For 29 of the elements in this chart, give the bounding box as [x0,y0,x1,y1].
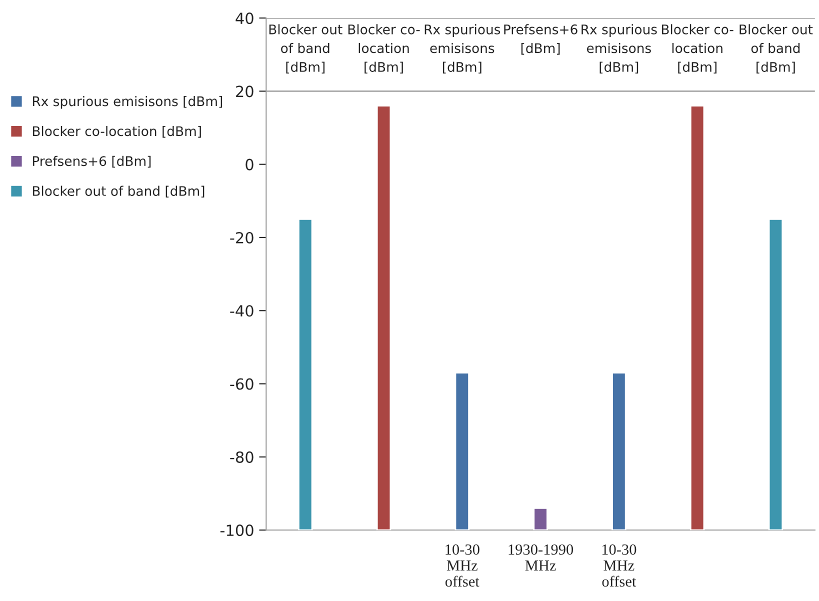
bar [376,105,392,530]
legend-label: Blocker co-location [dBm] [32,126,201,138]
bar [454,372,470,530]
annotation: Blocker co- location [dBm] [348,24,420,74]
y-tick-label: 20 [236,86,254,98]
y-tick-label: -40 [230,305,254,317]
bar [612,372,626,530]
annotation: Rx spurious emisisons [dBm] [424,24,500,74]
x-tick-label: 10-30 MHz offset [445,544,480,587]
x-tick-label: 1930-1990 MHz [508,544,574,571]
y-tick-label: -60 [230,378,254,390]
annotation: Prefsens+6 [dBm] [504,24,578,55]
bar [690,105,705,530]
legend-label: Prefsens+6 [dBm] [32,156,151,168]
bar [533,507,548,530]
annotation: Rx spurious emisisons [dBm] [582,24,657,74]
y-tick-label: -20 [230,232,254,244]
annotation: Blocker co- location [dBm] [662,24,734,74]
y-tick-label: 0 [246,158,254,170]
legend-label: Blocker out of band [dBm] [32,186,204,198]
bar [768,218,784,530]
annotation: Blocker out of band [dBm] [740,24,813,74]
x-tick-label: 10-30 MHz offset [602,544,636,587]
y-tick-label: -100 [220,524,254,536]
y-tick-label: -80 [230,451,254,463]
bar [298,218,313,530]
y-tick-label: 40 [236,12,254,24]
annotation: Blocker out of band [dBm] [269,24,342,74]
legend-label: Rx spurious emisisons [dBm] [32,96,222,109]
